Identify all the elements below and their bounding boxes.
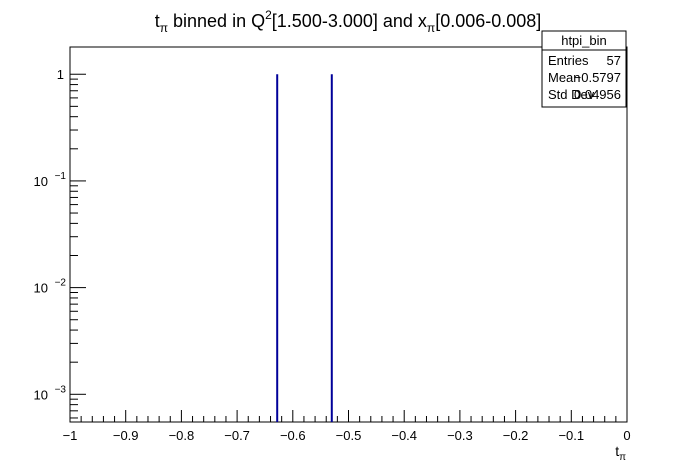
stats-stddev-label: Std Dev <box>548 87 595 102</box>
stats-box-title: htpi_bin <box>561 33 607 48</box>
x-axis: −1 −0.9 −0.8 −0.7 −0.6 −0.5 −0.4 −0.3 −0.2 −0.1 0 <box>63 410 631 443</box>
y-tick-label: 10 −2 <box>34 278 67 296</box>
stats-entries-value: 57 <box>607 53 621 68</box>
x-axis-label: tπ <box>615 443 626 463</box>
x-tick-label: −0.3 <box>447 428 473 443</box>
x-tick-label: −1 <box>63 428 78 443</box>
x-tick-label: −0.6 <box>280 428 306 443</box>
x-tick-label: −0.5 <box>336 428 362 443</box>
y-tick-label: 1 <box>57 67 64 82</box>
x-tick-label: 0 <box>623 428 630 443</box>
stats-stddev-value: 0.04956 <box>574 87 621 102</box>
x-tick-label: −0.2 <box>503 428 529 443</box>
stats-box: htpi_bin Entries 57 Mean −0.5797 Std Dev… <box>541 30 627 108</box>
x-tick-label: −0.4 <box>391 428 417 443</box>
y-tick-label: 10 −1 <box>34 171 67 189</box>
x-tick-label: −0.7 <box>224 428 250 443</box>
chart-title: tπ binned in Q2[1.500-3.000] and xπ[0.00… <box>155 8 542 35</box>
y-tick-label: 10 −3 <box>34 384 67 402</box>
histogram-bins <box>276 74 333 422</box>
stats-entries-label: Entries <box>548 53 589 68</box>
stats-mean-value: −0.5797 <box>574 70 621 85</box>
x-tick-label: −0.1 <box>558 428 584 443</box>
stats-mean-label: Mean <box>548 70 581 85</box>
x-tick-label: −0.9 <box>113 428 139 443</box>
y-axis: 1 10−1 10−2 10−3 <box>34 67 86 419</box>
x-tick-label: −0.8 <box>169 428 195 443</box>
stats-box-frame <box>541 30 627 108</box>
